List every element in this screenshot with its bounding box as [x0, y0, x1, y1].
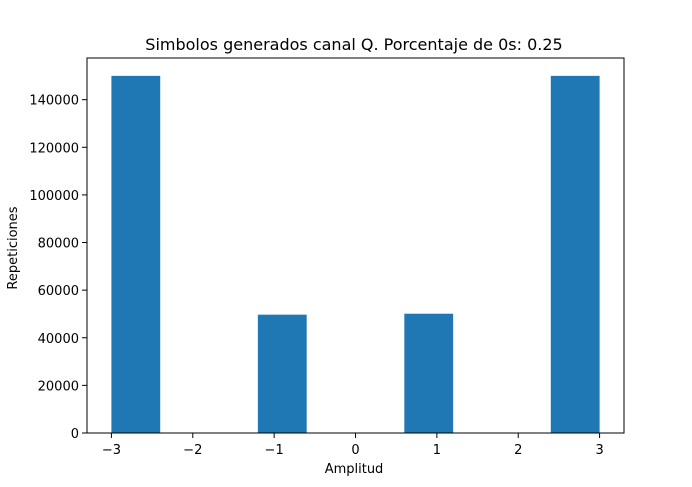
- x-tick-label: 0: [351, 443, 359, 458]
- y-tick-label: 20000: [38, 379, 79, 394]
- bar-3: [257, 314, 307, 433]
- y-tick-label: 120000: [29, 141, 79, 156]
- x-axis-ticks: −3 −2 −1 0 1 2 3: [102, 433, 604, 458]
- bar-0: [111, 75, 161, 433]
- y-axis-ticks: 0 20000 40000 60000 80000 100000 120000 140000: [29, 94, 87, 442]
- x-tick-label: 3: [595, 443, 603, 458]
- x-tick-label: −1: [265, 443, 284, 458]
- bar-9: [550, 75, 600, 433]
- bars-group: [111, 75, 600, 433]
- x-tick-label: −3: [102, 443, 121, 458]
- x-tick-label: 2: [514, 443, 522, 458]
- bar-6: [404, 313, 454, 433]
- y-tick-label: 0: [71, 427, 79, 442]
- plot-frame: [86, 57, 625, 434]
- y-tick-label: 140000: [29, 94, 79, 109]
- x-tick-label: 1: [433, 443, 441, 458]
- x-axis-label: Amplitud: [325, 462, 384, 477]
- chart-title: Simbolos generados canal Q. Porcentaje d…: [145, 35, 562, 54]
- y-tick-label: 40000: [38, 332, 79, 347]
- y-tick-label: 80000: [38, 237, 79, 252]
- y-axis-label: Repeticiones: [6, 206, 21, 289]
- y-tick-label: 100000: [29, 189, 79, 204]
- x-tick-label: −2: [183, 443, 202, 458]
- y-tick-label: 60000: [38, 284, 79, 299]
